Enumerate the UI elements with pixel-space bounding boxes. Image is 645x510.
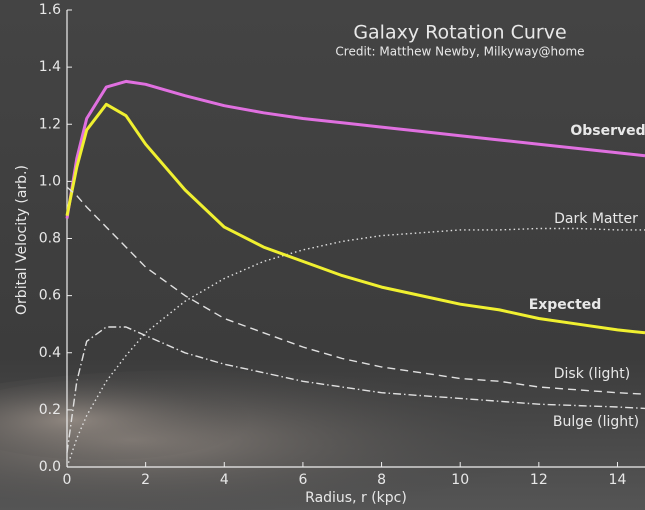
y-tick-label: 1.4	[39, 59, 61, 75]
series-label: Expected	[529, 297, 602, 313]
y-tick-label: 1.0	[39, 173, 61, 189]
milky-way	[0, 380, 250, 460]
y-tick-label: 0.8	[39, 231, 61, 247]
series-label: Observed	[570, 123, 645, 139]
series-line	[66, 227, 645, 468]
chart-subtitle: Credit: Matthew Newby, Milkyway@home	[335, 45, 584, 59]
y-tick-label: 0.4	[39, 345, 61, 361]
x-tick-label: 14	[609, 472, 627, 488]
x-tick-label: 6	[298, 472, 307, 488]
series-line	[65, 79, 645, 219]
x-tick-label: 12	[530, 472, 548, 488]
y-tick-label: 1.2	[39, 116, 61, 132]
x-tick-label: 0	[63, 472, 72, 488]
x-tick-label: 2	[141, 472, 150, 488]
y-tick-label: 0.6	[39, 288, 61, 304]
x-tick-label: 4	[220, 472, 229, 488]
chart-title: Galaxy Rotation Curve	[353, 22, 566, 44]
x-tick-label: 8	[377, 472, 386, 488]
series-label: Disk (light)	[554, 366, 630, 382]
plot-area: 0.0 0.2 0.4 0.6 0.8 1.0 1.2 1.4 1.6 0 2 4 6 8 10 12 14	[39, 2, 645, 488]
x-tick-label: 10	[451, 472, 469, 488]
y-axis-label: Orbital Velocity (arb.)	[14, 165, 30, 315]
x-axis-label: Radius, r (kpc)	[305, 490, 407, 506]
y-tick-label: 1.6	[39, 2, 61, 18]
series-line	[66, 326, 645, 453]
series-line	[66, 186, 645, 395]
series-line	[65, 102, 645, 335]
series-label: Dark Matter	[554, 211, 638, 227]
series-label: Bulge (light)	[553, 414, 639, 430]
y-tick-label: 0.0	[39, 459, 61, 475]
y-tick-label: 0.2	[39, 402, 61, 418]
